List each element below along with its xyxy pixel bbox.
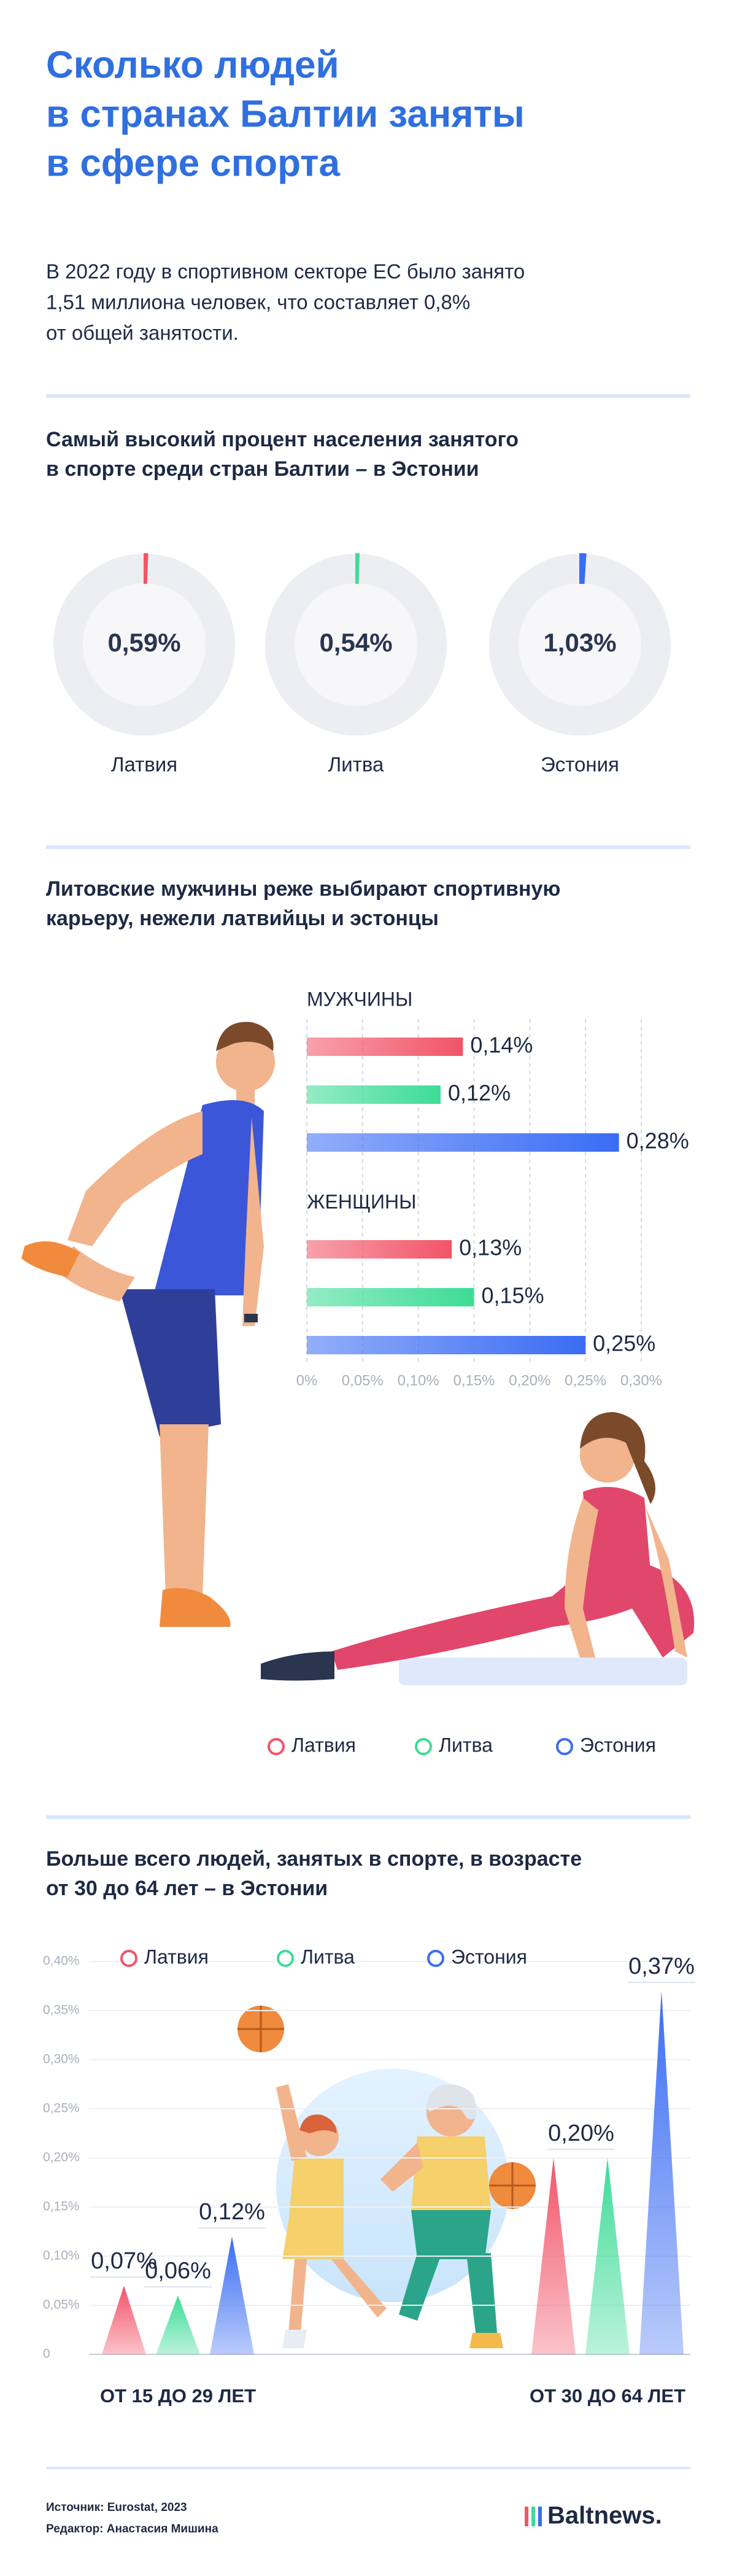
legend-label: Литва [439,1734,493,1756]
x-tick-label: 0,30% [620,1372,662,1389]
value-label: 0,13% [459,1235,522,1260]
bar [307,1336,586,1354]
donut-hole [83,583,206,706]
logo-mark [525,2507,528,2526]
legend-marker [415,1738,432,1755]
triangle-bar [156,2295,200,2354]
logo-mark [531,2507,535,2526]
triangle-bar [102,2286,146,2354]
bar [307,1038,463,1056]
value-label: 0,06% [145,2258,211,2284]
value-label: 0,59% [107,628,180,657]
donut-segment [144,553,149,584]
value-label: 0,37% [628,1953,695,1979]
value-label: 0,28% [627,1128,689,1154]
triangle-bar [210,2237,254,2354]
intro-text: от общей занятости. [46,322,239,344]
y-tick-label: 0,40% [43,1954,80,1968]
legend-label: Литва [301,1946,355,1968]
legend-label: Эстония [451,1946,527,1968]
basketball-illustration [237,2006,536,2348]
value-label: 0,07% [91,2248,157,2274]
donut-segment [355,553,360,584]
man-illustration [21,1022,275,1627]
bar [307,1133,619,1152]
category-label: Литва [328,753,384,776]
triangle-bar [585,2158,630,2354]
section-title: Литовские мужчины реже выбирают спортивн… [46,877,560,901]
group-label: ЖЕНЩИНЫ [307,1190,416,1212]
x-tick-label: 0% [296,1372,318,1389]
legend-label: Латвия [144,1946,209,1968]
section-title: Самый высокий процент населения занятого [46,428,519,451]
legend-marker [427,1950,444,1967]
section-title: Больше всего людей, занятых в спорте, в … [46,1847,582,1871]
value-label: 0,54% [319,628,392,657]
category-label: Эстония [541,753,619,776]
y-tick-label: 0,05% [43,2298,80,2312]
value-label: 0,12% [199,2199,265,2225]
donut-hole [295,583,417,706]
intro-text: 1,51 миллиона человек, что составляет 0,… [46,291,470,314]
section-title: в спорте среди стран Балтии – в Эстонии [46,457,479,481]
donut-segment [579,553,587,584]
x-tick-label: 0,20% [509,1372,550,1389]
x-tick-label: 0,10% [398,1372,439,1389]
legend-label: Эстония [580,1734,656,1756]
triangle-bar [531,2158,576,2354]
y-tick-label: 0,35% [43,2003,80,2017]
page-title: в странах Балтии заняты [46,93,525,135]
x-tick-label: 0,15% [453,1372,495,1389]
group-label: МУЖЧИНЫ [307,988,412,1010]
section-title: от 30 до 64 лет – в Эстонии [46,1877,328,1900]
woman-illustration [261,1412,695,1685]
section-title: карьеру, нежели латвийцы и эстонцы [46,907,439,930]
legend-label: Латвия [291,1734,356,1756]
bar [307,1085,441,1104]
source: Источник: Eurostat, 2023 [46,2501,187,2514]
x-tick-label: 0,05% [342,1372,384,1389]
value-label: 0,25% [593,1331,655,1356]
y-tick-label: 0,15% [43,2200,80,2214]
category-label: Латвия [111,753,177,776]
value-label: 1,03% [543,628,616,657]
triangle-bar [639,1991,684,2354]
value-label: 0,20% [548,2120,614,2146]
y-tick-label: 0,25% [43,2101,80,2116]
bar [307,1288,474,1306]
logo-mark [538,2507,542,2526]
editor: Редактор: Анастасия Мишина [46,2523,218,2535]
legend-marker [277,1950,294,1967]
y-tick-label: 0,30% [43,2052,80,2066]
legend-marker [556,1738,573,1755]
value-label: 0,12% [448,1080,511,1106]
y-tick-label: 0,20% [43,2151,80,2165]
y-tick-label: 0 [43,2347,50,2361]
bar [307,1240,452,1259]
x-tick-label: 0,25% [565,1372,606,1389]
intro-text: В 2022 году в спортивном секторе ЕС было… [46,260,525,283]
y-tick-label: 0,10% [43,2249,80,2263]
logo: Baltnews. [547,2502,662,2529]
value-label: 0,14% [470,1033,533,1058]
donut-hole [519,583,641,706]
page-title: в сфере спорта [46,142,341,184]
legend-marker [268,1738,285,1755]
x-tick-label: ОТ 30 ДО 64 ЛЕТ [530,2385,685,2407]
x-tick-label: ОТ 15 ДО 29 ЛЕТ [100,2385,256,2407]
page-title: Сколько людей [46,44,339,86]
value-label: 0,15% [482,1283,544,1308]
legend-marker [120,1950,137,1967]
